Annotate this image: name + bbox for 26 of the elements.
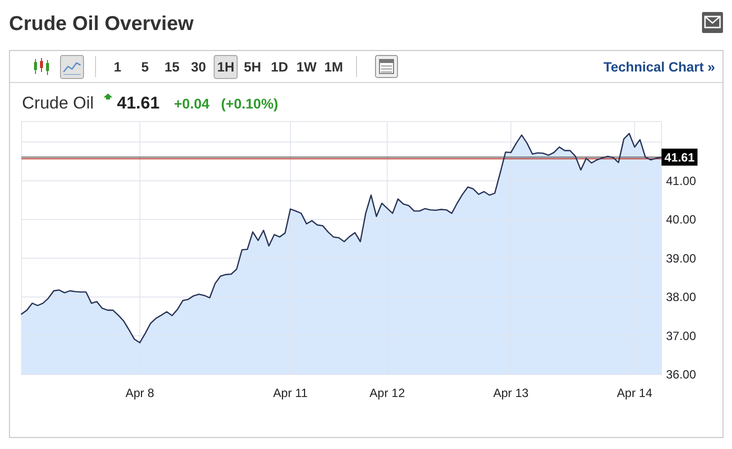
y-tick-label: 37.00 xyxy=(666,328,696,343)
x-tick-label: Apr 11 xyxy=(273,386,308,400)
text: (+0.10%) xyxy=(221,96,278,112)
y-tick-label: 40.00 xyxy=(666,212,696,227)
text: Technical Chart » xyxy=(603,60,715,74)
x-tick-label: Apr 13 xyxy=(493,386,529,400)
text: +0.04 xyxy=(174,96,210,112)
text: 15 xyxy=(164,60,180,74)
chart-title: Crude Oil Overview xyxy=(9,13,194,35)
text: 5H xyxy=(244,60,262,74)
x-tick-label: Apr 12 xyxy=(370,386,406,400)
text: 30 xyxy=(190,60,206,74)
text: 41.61 xyxy=(117,94,160,112)
text: 5 xyxy=(141,60,150,74)
text: 1D xyxy=(270,60,288,74)
y-tick-label: 36.00 xyxy=(666,368,696,382)
chart-subtitle: Crude Oil xyxy=(22,94,94,112)
x-tick-label: Apr 14 xyxy=(616,386,653,400)
y-tick-label: 39.00 xyxy=(666,251,696,266)
text: 1W xyxy=(296,60,317,74)
x-tick-label: Apr 8 xyxy=(125,386,154,400)
text: 1H xyxy=(217,60,234,74)
text: 1M xyxy=(324,60,343,74)
text: 1 xyxy=(114,60,122,74)
y-tick-label: 41.00 xyxy=(666,174,696,188)
y-tick-label: 38.00 xyxy=(666,290,696,304)
